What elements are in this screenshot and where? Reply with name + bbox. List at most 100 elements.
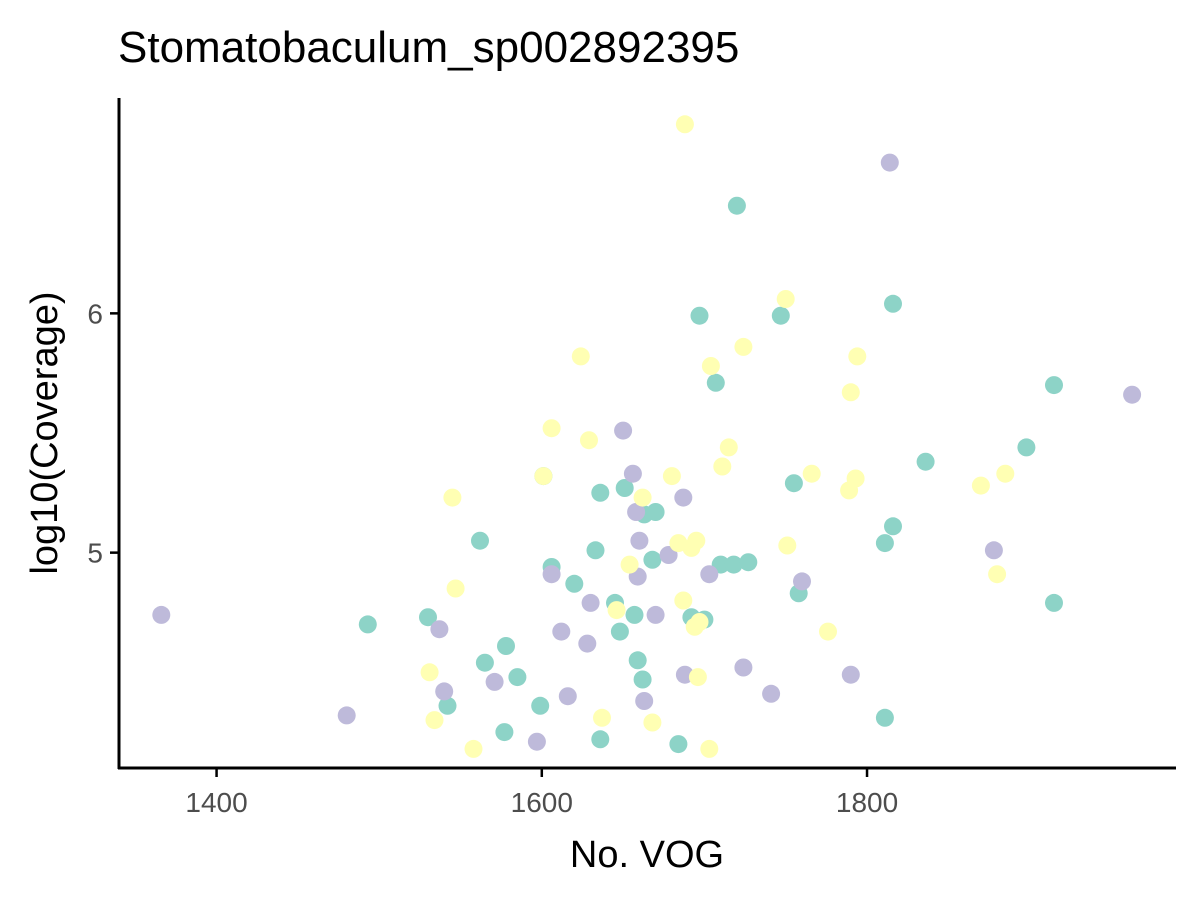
data-point — [734, 658, 753, 677]
x-tick-label: 1800 — [836, 787, 898, 818]
data-point — [591, 730, 610, 749]
data-point — [586, 541, 605, 560]
data-point — [727, 196, 746, 215]
data-point — [700, 565, 719, 584]
data-point — [884, 517, 902, 536]
data-point — [552, 622, 571, 641]
x-tick-label: 1600 — [511, 787, 573, 818]
data-point — [495, 723, 514, 742]
data-point — [690, 613, 709, 631]
data-point — [419, 608, 437, 627]
points-layer — [152, 115, 1142, 758]
data-point — [880, 153, 899, 172]
data-point — [542, 565, 561, 584]
data-point — [819, 622, 837, 641]
data-point — [984, 541, 1003, 560]
y-tick-label: 5 — [87, 538, 103, 569]
data-point — [793, 572, 811, 591]
data-point — [420, 663, 439, 682]
data-point — [630, 531, 649, 550]
data-point — [1045, 376, 1063, 395]
data-point — [464, 739, 483, 758]
data-point — [1123, 385, 1142, 404]
data-point — [1017, 438, 1036, 457]
data-point — [674, 591, 693, 610]
data-point — [627, 503, 646, 521]
data-point — [593, 708, 611, 727]
data-point — [628, 651, 647, 670]
data-point — [581, 593, 600, 612]
data-point — [884, 294, 902, 313]
data-point — [643, 550, 662, 569]
y-axis-label: log10(Coverage) — [24, 291, 66, 574]
data-point — [531, 696, 550, 715]
data-point — [565, 574, 584, 593]
data-point — [633, 670, 652, 689]
data-point — [916, 452, 935, 471]
data-point — [724, 555, 743, 574]
data-point — [848, 347, 867, 366]
data-point — [358, 615, 377, 634]
data-point — [610, 622, 629, 641]
data-point — [542, 419, 561, 438]
data-point — [662, 467, 681, 486]
x-axis-ticks: 1400 1600 1800 — [185, 768, 898, 818]
chart-title: Stomatobaculum_sp002892395 — [118, 23, 739, 72]
data-point — [438, 696, 457, 715]
data-point — [425, 711, 444, 730]
data-point — [591, 483, 610, 502]
data-point — [841, 665, 860, 684]
data-point — [446, 579, 465, 598]
data-point — [846, 469, 865, 488]
data-point — [762, 684, 781, 703]
y-tick-label: 6 — [87, 298, 103, 329]
data-point — [580, 431, 598, 450]
data-point — [534, 467, 553, 486]
data-point — [996, 464, 1015, 483]
data-point — [633, 488, 652, 507]
data-point — [471, 531, 489, 550]
data-point — [337, 706, 356, 725]
data-point — [620, 555, 639, 574]
data-point — [497, 637, 515, 655]
data-point — [635, 692, 654, 710]
data-point — [669, 735, 688, 754]
data-point — [623, 464, 642, 483]
x-tick-label: 1400 — [185, 787, 247, 818]
data-point — [776, 290, 795, 308]
data-point — [659, 546, 678, 564]
data-point — [558, 687, 577, 706]
data-point — [802, 464, 821, 483]
data-point — [713, 457, 732, 476]
data-point — [646, 503, 665, 521]
data-point — [771, 306, 790, 325]
data-point — [674, 488, 693, 507]
data-point — [527, 732, 546, 751]
data-point — [485, 672, 504, 691]
data-point — [778, 536, 797, 555]
data-point — [571, 347, 590, 366]
data-point — [152, 605, 171, 624]
data-point — [739, 553, 758, 572]
data-point — [988, 565, 1007, 584]
data-point — [841, 383, 860, 402]
data-point — [578, 634, 597, 653]
data-point — [690, 306, 709, 325]
data-point — [701, 357, 720, 375]
data-point — [615, 479, 634, 497]
data-point — [875, 534, 894, 553]
data-point — [443, 488, 462, 507]
data-point — [688, 668, 707, 687]
data-point — [508, 668, 527, 687]
data-point — [971, 476, 990, 495]
data-point — [700, 739, 719, 758]
data-point — [643, 713, 662, 732]
y-axis-ticks: 56 — [87, 298, 119, 569]
data-point — [719, 438, 738, 457]
data-point — [1045, 593, 1063, 612]
data-point — [430, 620, 449, 639]
data-point — [435, 682, 454, 701]
data-point — [687, 531, 706, 550]
data-point — [784, 474, 803, 493]
